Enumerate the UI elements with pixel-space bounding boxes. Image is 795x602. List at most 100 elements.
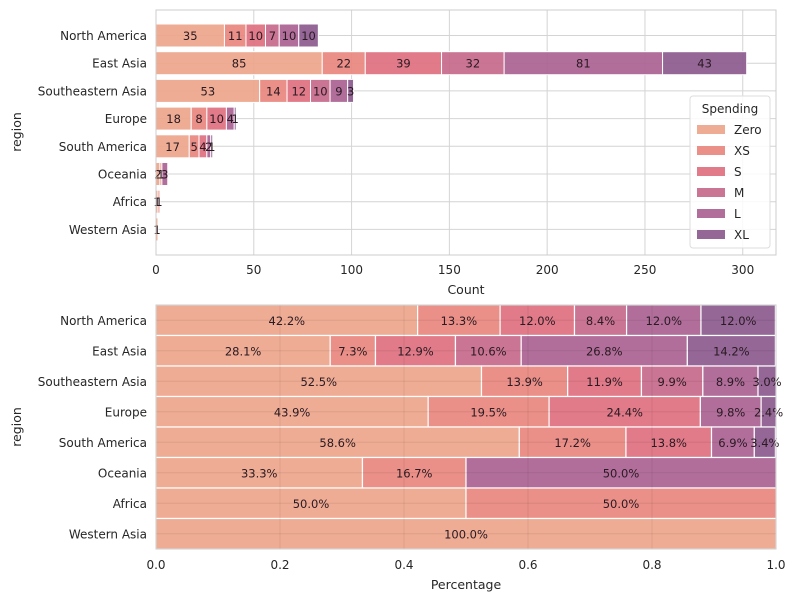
- bottom-x-tick-labels: 0.0 0.2 0.4 0.6 0.8 1.0: [146, 558, 785, 572]
- pct-bar-north-america-m: [573, 304, 628, 337]
- legend-label-zero: Zero: [734, 123, 762, 137]
- y-tick-africa: Africa: [113, 195, 147, 209]
- pct-label-europe-xs: 19.5%: [470, 405, 507, 419]
- pct-label-southeastern-asia-l: 8.9%: [716, 375, 745, 389]
- bottom-y-tick-labels: North America East Asia Southeastern Asia E…: [38, 314, 147, 542]
- bar-label-south-america-xs: 5: [190, 140, 197, 154]
- y-tick-east-asia: East Asia: [92, 57, 147, 71]
- pct-label-north-america-m: 8.4%: [586, 314, 615, 328]
- pct-label-south-america-xs: 17.2%: [554, 436, 591, 450]
- top-plot-frame: [155, 9, 777, 256]
- legend-label-xl: XL: [734, 228, 749, 242]
- y-tick-southeastern-asia: Southeastern Asia: [38, 375, 147, 389]
- bottom-bar-labels: 42.2% 13.3% 12.0% 8.4% 12.0% 12.0% 28.1% 7.3% 12…: [225, 314, 783, 542]
- pct-label-east-asia-zero: 28.1%: [225, 344, 262, 358]
- bar-label-africa-zero: 1: [153, 195, 160, 209]
- top-y-axis-label: region: [9, 112, 24, 152]
- pct-bar-europe-xs: [427, 395, 550, 428]
- x-tick-150: 150: [438, 263, 461, 277]
- pct-bar-north-america-l: [625, 304, 702, 337]
- pct-label-east-asia-xl: 14.2%: [713, 344, 750, 358]
- bar-label-europe-zero: 18: [166, 112, 181, 126]
- bar-label-east-asia-s: 39: [396, 57, 411, 71]
- bar-label-oceania-zero: 2: [154, 168, 161, 182]
- bar-label-east-asia-l: 81: [576, 57, 591, 71]
- bar-label-europe-xl: 1: [232, 112, 239, 126]
- bar-label-oceania-l: 3: [161, 168, 168, 182]
- bar-label-southeastern-asia-zero: 53: [201, 84, 216, 98]
- legend-title: Spending: [702, 102, 758, 116]
- pct-label-southeastern-asia-m: 9.9%: [658, 375, 687, 389]
- pct-bar-africa-xs: [465, 487, 777, 520]
- y-tick-western-asia: Western Asia: [69, 223, 147, 237]
- legend-swatch-xl: [697, 230, 725, 239]
- bar-label-europe-s: 10: [209, 112, 224, 126]
- x-tick-100: 100: [340, 263, 363, 277]
- legend-swatch-s: [697, 167, 725, 176]
- pct-label-oceania-l: 50.0%: [603, 466, 640, 480]
- x-tick-0.0: 0.0: [146, 558, 165, 572]
- bar-label-north-america-m: 7: [269, 29, 276, 43]
- pct-label-north-america-xl: 12.0%: [720, 314, 757, 328]
- pct-bar-south-america-l: [710, 426, 755, 459]
- bar-north-america-xl: [298, 23, 319, 48]
- y-tick-europe: Europe: [105, 112, 147, 126]
- legend-label-s: S: [734, 165, 742, 179]
- bar-label-southeastern-asia-xs: 14: [266, 84, 281, 98]
- pct-label-southeastern-asia-xl: 3.0%: [752, 375, 781, 389]
- pct-label-europe-zero: 43.9%: [274, 405, 311, 419]
- pct-bar-europe-zero: [155, 395, 429, 428]
- y-tick-oceania: Oceania: [98, 466, 147, 480]
- y-tick-western-asia: Western Asia: [69, 527, 147, 541]
- pct-label-north-america-zero: 42.2%: [269, 314, 306, 328]
- pct-label-north-america-xs: 13.3%: [441, 314, 478, 328]
- bar-africa-xs: [157, 189, 161, 214]
- bottom-bars: [155, 304, 777, 550]
- x-tick-0.4: 0.4: [394, 558, 413, 572]
- top-plot-background: [156, 10, 776, 255]
- pct-label-southeastern-asia-s: 11.9%: [586, 375, 623, 389]
- pct-bar-east-asia-m: [454, 334, 522, 367]
- bar-label-south-america-l: 2: [205, 140, 212, 154]
- bar-europe-xl: [233, 106, 237, 131]
- pct-label-southeastern-asia-zero: 52.5%: [300, 375, 337, 389]
- pct-bar-southeastern-asia-zero: [155, 365, 483, 398]
- x-tick-1.0: 1.0: [766, 558, 785, 572]
- bar-label-europe-l: 4: [227, 112, 234, 126]
- x-tick-300: 300: [731, 263, 754, 277]
- pct-label-oceania-xs: 16.7%: [396, 466, 433, 480]
- bar-label-north-america-xs: 11: [228, 29, 243, 43]
- legend-label-l: L: [734, 207, 741, 221]
- y-tick-south-america: South America: [59, 140, 147, 154]
- legend-swatch-l: [697, 209, 725, 218]
- pct-bar-southeastern-asia-s: [567, 365, 643, 398]
- bar-label-western-asia-zero: 1: [153, 223, 160, 237]
- pct-label-north-america-s: 12.0%: [519, 314, 556, 328]
- y-tick-south-america: South America: [59, 436, 147, 450]
- bottom-x-axis-label: Percentage: [431, 577, 502, 592]
- x-tick-200: 200: [536, 263, 559, 277]
- pct-label-south-america-xl: 3.4%: [750, 436, 779, 450]
- bottom-y-axis-label: region: [9, 407, 24, 447]
- bar-label-south-america-s: 4: [199, 140, 206, 154]
- bar-label-southeastern-asia-l: 9: [335, 84, 342, 98]
- bar-label-southeastern-asia-xl: 3: [347, 84, 354, 98]
- bar-east-asia-xl: [662, 51, 748, 76]
- pct-label-east-asia-m: 10.6%: [470, 344, 507, 358]
- pct-label-south-america-s: 13.8%: [650, 436, 687, 450]
- bar-label-africa-xs: 1: [155, 195, 162, 209]
- x-tick-250: 250: [634, 263, 657, 277]
- bar-southeastern-asia-xl: [347, 78, 355, 103]
- pct-bar-europe-l: [699, 395, 762, 428]
- top-x-axis-label: Count: [447, 282, 484, 297]
- bar-south-america-xl: [210, 134, 214, 159]
- pct-label-europe-l: 9.8%: [716, 405, 745, 419]
- bar-label-east-asia-xl: 43: [697, 57, 712, 71]
- bar-label-europe-xs: 8: [195, 112, 202, 126]
- x-tick-0.2: 0.2: [270, 558, 289, 572]
- y-tick-east-asia: East Asia: [92, 344, 147, 358]
- legend-label-m: M: [734, 186, 744, 200]
- bar-label-north-america-xl: 10: [301, 29, 316, 43]
